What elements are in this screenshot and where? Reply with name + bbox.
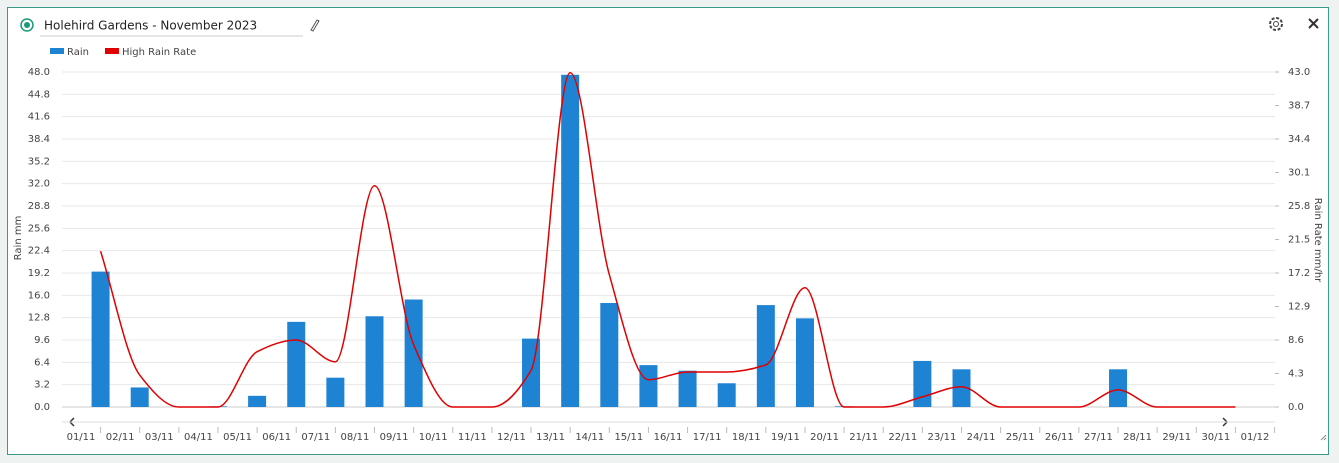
y-tick-label: 6.4 <box>34 357 50 368</box>
y-tick-label: 9.6 <box>34 335 50 346</box>
x-tick-label: 03/11 <box>145 432 174 443</box>
y-tick-label: 0.0 <box>34 402 50 413</box>
x-tick-label: 01/12 <box>1241 432 1270 443</box>
x-tick-label: 22/11 <box>888 432 917 443</box>
y-tick-label: 3.2 <box>34 380 50 391</box>
chart-title: Holehird Gardens - November 2023 <box>44 19 257 33</box>
y2-tick-label: 34.4 <box>1288 134 1310 145</box>
bar <box>404 299 423 407</box>
bar <box>326 377 345 407</box>
x-tick-label: 06/11 <box>262 432 291 443</box>
x-tick-label: 21/11 <box>849 432 878 443</box>
x-tick-label: 16/11 <box>654 432 683 443</box>
x-tick-label: 10/11 <box>419 432 448 443</box>
x-tick-label: 19/11 <box>771 432 800 443</box>
settings-icon[interactable] <box>1269 17 1283 31</box>
y2-tick-label: 30.1 <box>1288 168 1310 179</box>
y-tick-label: 28.8 <box>28 201 50 212</box>
bar <box>639 365 658 407</box>
bar <box>130 387 149 407</box>
x-tick-label: 09/11 <box>380 432 409 443</box>
x-tick-label: 13/11 <box>536 432 565 443</box>
y-tick-label: 41.6 <box>28 112 50 123</box>
y2-tick-label: 17.2 <box>1288 268 1310 279</box>
y-tick-label: 35.2 <box>28 156 50 167</box>
y-tick-label: 38.4 <box>28 134 50 145</box>
x-tick-label: 25/11 <box>1006 432 1035 443</box>
y2-tick-label: 21.5 <box>1288 235 1310 246</box>
resize-handle <box>1320 434 1327 441</box>
x-tick-label: 28/11 <box>1123 432 1152 443</box>
y2-tick-label: 8.6 <box>1288 335 1304 346</box>
x-tick-label: 29/11 <box>1162 432 1191 443</box>
y-tick-label: 19.2 <box>28 268 50 279</box>
y-tick-label: 48.0 <box>28 67 50 78</box>
x-tick-label: 05/11 <box>223 432 252 443</box>
y2-axis-title: Rain Rate mm/hr <box>1312 198 1323 283</box>
bar <box>522 338 541 407</box>
y-tick-label: 25.6 <box>28 223 50 234</box>
bar <box>91 271 110 407</box>
y2-tick-label: 43.0 <box>1288 67 1310 78</box>
bar <box>365 316 384 407</box>
x-tick-label: 08/11 <box>341 432 370 443</box>
bar <box>600 303 619 407</box>
rain-rate-line <box>99 72 1236 408</box>
bar <box>678 370 697 407</box>
legend-swatch <box>104 48 119 54</box>
bar <box>561 74 580 408</box>
y-tick-label: 12.8 <box>28 313 50 324</box>
legend-swatch <box>50 48 64 54</box>
x-tick-label: 27/11 <box>1084 432 1113 443</box>
y-tick-label: 16.0 <box>28 290 50 301</box>
bar <box>248 395 267 407</box>
x-tick-label: 26/11 <box>1045 432 1074 443</box>
y-axis-title: Rain mm <box>13 216 24 261</box>
x-tick-label: 15/11 <box>614 432 643 443</box>
bar <box>913 360 932 407</box>
x-tick-label: 07/11 <box>301 432 330 443</box>
x-tick-label: 04/11 <box>184 432 213 443</box>
x-tick-label: 30/11 <box>1201 432 1230 443</box>
bar <box>717 383 736 407</box>
y-tick-label: 32.0 <box>28 179 50 190</box>
edit-icon[interactable] <box>310 19 320 32</box>
x-tick-label: 18/11 <box>732 432 761 443</box>
x-tick-label: 12/11 <box>497 432 526 443</box>
bar <box>287 321 306 407</box>
status-dot <box>24 22 30 28</box>
x-tick-label: 14/11 <box>575 432 604 443</box>
bar <box>1109 369 1128 407</box>
y2-tick-label: 4.3 <box>1288 369 1304 380</box>
y2-tick-label: 25.8 <box>1288 201 1310 212</box>
x-tick-label: 17/11 <box>693 432 722 443</box>
bar <box>756 305 775 407</box>
close-icon[interactable] <box>1308 18 1319 29</box>
bar <box>952 369 971 407</box>
y2-tick-label: 38.7 <box>1288 101 1310 112</box>
x-tick-label: 20/11 <box>810 432 839 443</box>
x-tick-label: 02/11 <box>106 432 135 443</box>
status-icon <box>20 18 34 32</box>
y2-tick-label: 0.0 <box>1288 402 1304 413</box>
y2-tick-label: 12.9 <box>1288 302 1310 313</box>
legend-label: High Rain Rate <box>122 47 196 58</box>
y-tick-label: 22.4 <box>28 246 50 257</box>
x-tick-label: 11/11 <box>458 432 487 443</box>
widget <box>7 7 1329 455</box>
x-tick-label: 24/11 <box>967 432 996 443</box>
x-tick-label: 23/11 <box>928 432 957 443</box>
bar <box>795 318 814 407</box>
legend-label: Rain <box>67 47 89 58</box>
y-tick-label: 44.8 <box>28 89 50 100</box>
x-tick-label: 01/11 <box>67 432 96 443</box>
